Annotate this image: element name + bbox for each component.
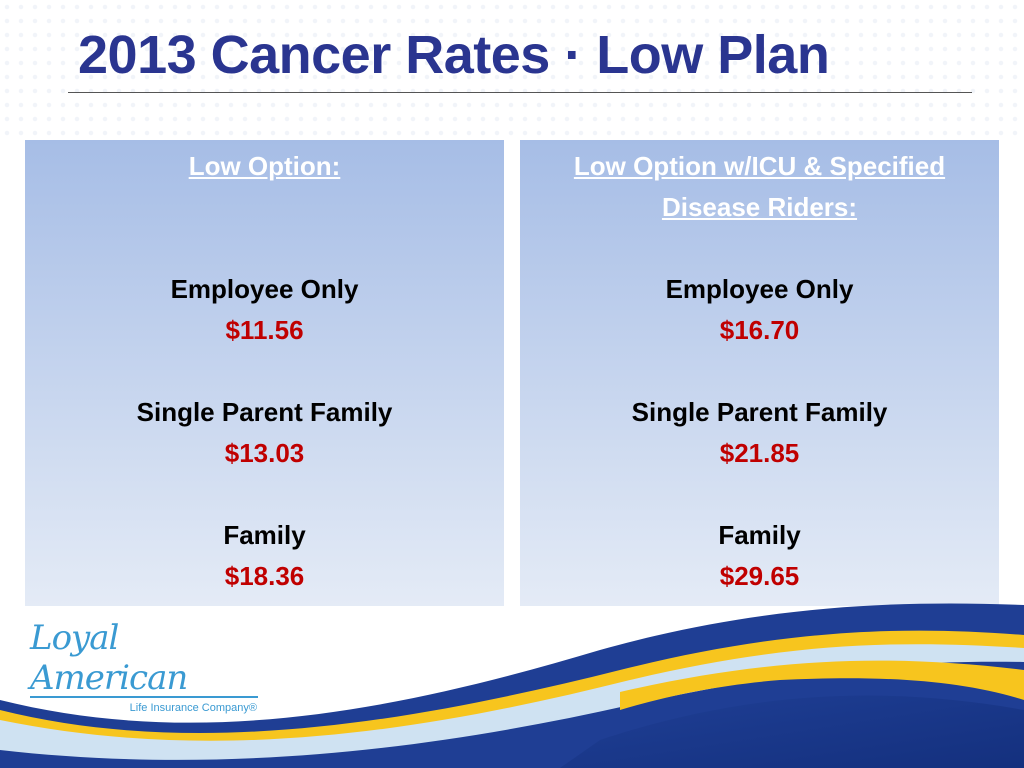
decorative-waves bbox=[0, 603, 1024, 768]
rate-label: Employee Only bbox=[665, 274, 854, 304]
rate-label: Single Parent Family bbox=[631, 397, 888, 427]
panel-heading: Low Option: bbox=[188, 151, 341, 181]
logo-underline bbox=[30, 696, 258, 698]
title-divider bbox=[68, 92, 972, 93]
rate-price: $29.65 bbox=[719, 561, 800, 591]
logo-wordmark: Loyal American bbox=[30, 618, 188, 698]
slide-title: 2013 Cancer Rates · Low Plan bbox=[78, 25, 830, 85]
rate-price: $16.70 bbox=[719, 315, 800, 345]
rate-price: $11.56 bbox=[225, 315, 304, 345]
rate-label: Family bbox=[223, 520, 306, 550]
logo-tagline: Life Insurance Company® bbox=[129, 702, 257, 714]
panel-heading: Low Option w/ICU & Specified Disease Rid… bbox=[573, 151, 946, 222]
rate-label: Single Parent Family bbox=[136, 397, 393, 427]
rate-price: $21.85 bbox=[719, 438, 800, 468]
rate-label: Family bbox=[718, 520, 801, 550]
low-option-panel: Low Option: Employee Only $11.56 Single … bbox=[25, 140, 504, 606]
rate-price: $18.36 bbox=[224, 561, 305, 591]
loyal-american-logo: Loyal American Life Insurance Company® bbox=[30, 618, 265, 714]
background-pattern bbox=[0, 0, 1024, 140]
low-option-riders-panel: Low Option w/ICU & Specified Disease Rid… bbox=[520, 140, 999, 606]
rate-price: $13.03 bbox=[224, 438, 305, 468]
rate-label: Employee Only bbox=[170, 274, 359, 304]
